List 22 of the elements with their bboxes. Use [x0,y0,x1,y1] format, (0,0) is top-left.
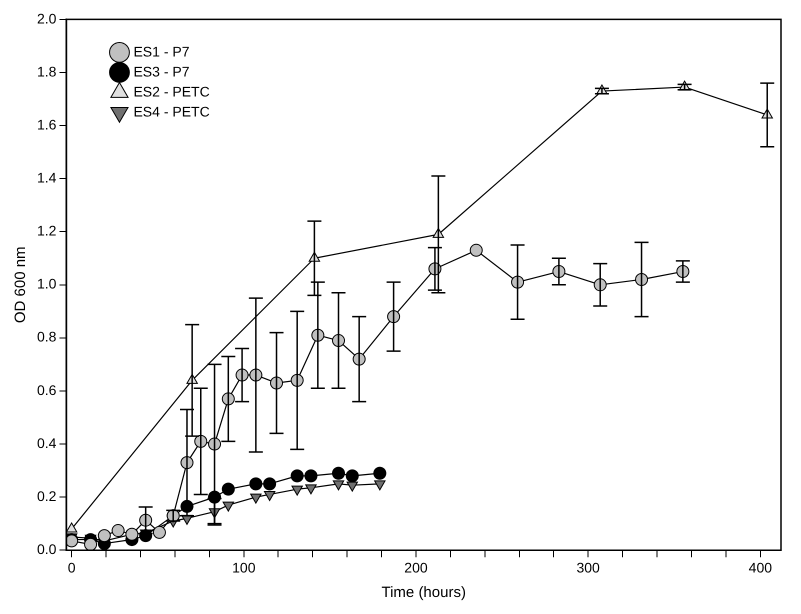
x-tick-label: 400 [748,559,772,576]
x-tick-label: 0 [68,559,76,576]
y-tick-label: 1.0 [36,276,57,292]
x-tick-label: 300 [576,559,600,576]
legend-label: ES3 - P7 [133,63,190,80]
y-tick-label: 0.8 [36,328,57,345]
y-axis-title: OD 600 nm [12,246,30,324]
y-tick-label: 1.4 [36,170,57,186]
y-tick-label: 2.0 [36,10,57,26]
legend-label: ES4 - PETC [133,103,210,120]
y-tick-label: 1.2 [36,222,57,239]
y-tick-label: 1.6 [36,116,57,132]
x-tick-label: 200 [404,559,428,576]
y-tick-label: 0.6 [36,382,57,398]
y-tick-label: 0.4 [36,434,57,451]
x-tick-label: 100 [232,559,256,576]
x-axis-title: Time (hours) [381,584,466,602]
y-tick-label: 0.2 [36,488,57,504]
y-tick-label: 0.0 [36,541,57,558]
y-tick-label: 1.8 [36,63,57,80]
legend-label: ES1 - P7 [133,43,190,60]
legend-label: ES2 - PETC [133,83,210,100]
